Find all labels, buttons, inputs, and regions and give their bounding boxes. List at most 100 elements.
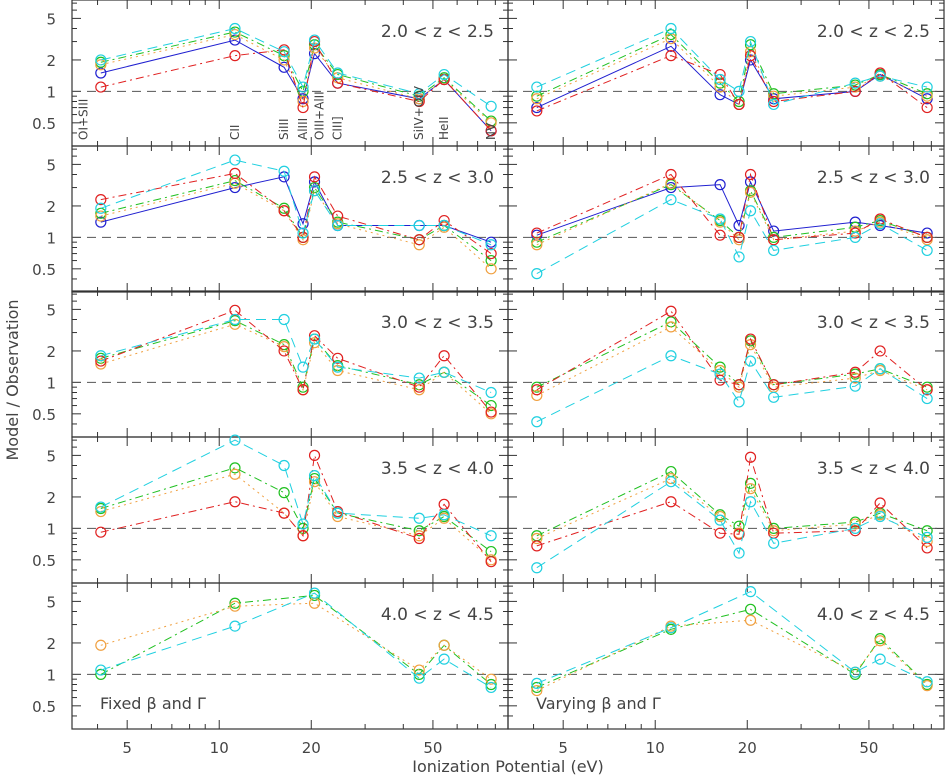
data-point-cyan — [874, 218, 886, 230]
x-tick-label: 10 — [646, 739, 665, 757]
data-point-green — [485, 254, 497, 267]
data-point-orange — [308, 337, 321, 349]
data-point-cyan — [849, 522, 861, 534]
data-point-cyan — [297, 81, 309, 93]
data-point-green — [229, 597, 241, 609]
series-line-cyan — [536, 591, 928, 684]
data-point-cyan — [733, 547, 745, 559]
redshift-label: 4.0 < z < 4.5 — [381, 605, 494, 625]
series-line-red — [100, 453, 492, 563]
data-point-blue — [95, 67, 107, 79]
data-point-orange — [413, 384, 425, 396]
data-point-cyan — [95, 54, 107, 66]
line-annotation: OIII+AlII — [313, 91, 327, 140]
data-point-red — [665, 168, 677, 181]
panel-r4-c0: 0.5 1 2 5 5 10 20 50 4.0 < z < 4.5 Fixed β and Γ — [32, 582, 509, 757]
data-point-green — [921, 381, 933, 393]
series-line-green — [536, 608, 928, 688]
data-point-cyan — [744, 205, 757, 217]
series-line-cyan — [536, 355, 928, 423]
y-tick-label: 0.5 — [32, 406, 56, 424]
data-point-cyan — [229, 313, 241, 326]
data-point-red — [308, 449, 321, 461]
y-tick-label: 1 — [46, 83, 56, 101]
data-point-green — [744, 39, 757, 51]
data-point-green — [229, 462, 241, 474]
data-point-cyan — [308, 333, 321, 345]
data-point-green — [297, 381, 309, 393]
panel-r3-c0: 0.5 1 2 5 3.5 < z < 4.0 — [32, 434, 509, 584]
data-point-orange — [332, 510, 344, 523]
data-point-cyan — [665, 194, 677, 206]
y-tick-label: 0.5 — [32, 115, 56, 133]
series-line-cyan — [100, 439, 492, 537]
data-point-red — [531, 540, 543, 552]
data-point-orange — [332, 364, 344, 377]
data-point-red — [297, 384, 309, 396]
series-line-orange — [100, 473, 492, 561]
data-point-red — [921, 384, 933, 396]
y-tick-label: 0.5 — [32, 552, 56, 570]
data-point-cyan — [733, 251, 745, 263]
data-point-blue — [921, 93, 933, 105]
x-tick-label: 10 — [210, 739, 229, 757]
data-point-green — [714, 77, 726, 89]
data-point-cyan — [921, 531, 933, 543]
data-point-cyan — [485, 239, 497, 251]
data-point-cyan — [874, 653, 886, 665]
data-point-orange — [874, 635, 886, 647]
data-point-red — [733, 231, 745, 243]
data-point-cyan — [665, 350, 677, 362]
data-point-red — [531, 227, 543, 239]
data-point-orange — [531, 389, 543, 402]
line-annotation: OI+SIII — [77, 99, 91, 140]
data-point-green — [744, 477, 757, 489]
series-line-cyan — [100, 27, 492, 107]
data-point-cyan — [485, 530, 497, 542]
data-point-cyan — [413, 219, 425, 232]
series-line-green — [100, 467, 492, 553]
data-point-red — [229, 496, 241, 508]
data-point-red — [278, 345, 290, 357]
data-point-red — [485, 125, 497, 137]
data-point-orange — [849, 372, 861, 384]
data-point-orange — [438, 639, 450, 651]
data-point-red — [744, 168, 757, 181]
panel-r0-c0: 0.5 1 2 5 2.0 < z < 2.5 OI+SIII CII SiIII AlIII O… — [32, 0, 509, 147]
panel-r4-c1: 5 10 20 50 4.0 < z < 4.5 Varying β and Γ — [507, 582, 945, 757]
y-tick-label: 1 — [46, 666, 56, 684]
data-point-orange — [744, 186, 757, 198]
series-line-cyan — [536, 199, 928, 275]
x-tick-label: 20 — [302, 739, 321, 757]
series-line-orange — [536, 326, 928, 396]
data-point-cyan — [308, 34, 321, 46]
series-line-cyan — [536, 27, 928, 105]
data-point-cyan — [438, 653, 450, 665]
x-axis-label: Ionization Potential (eV) — [412, 757, 603, 776]
data-point-orange — [849, 81, 861, 93]
data-point-red — [229, 167, 241, 179]
data-point-cyan — [332, 361, 344, 373]
data-point-cyan — [413, 372, 425, 384]
data-point-red — [768, 234, 780, 246]
data-point-blue — [297, 218, 309, 230]
data-point-red — [921, 101, 933, 114]
data-point-cyan — [849, 77, 861, 89]
data-point-orange — [921, 535, 933, 548]
data-point-cyan — [531, 562, 543, 574]
data-point-cyan — [768, 391, 780, 403]
data-point-cyan — [714, 213, 726, 225]
data-point-cyan — [744, 35, 757, 48]
data-point-red — [744, 333, 757, 345]
panel-r1-c1: 2.5 < z < 3.0 — [507, 145, 945, 293]
data-point-orange — [531, 93, 543, 105]
x-tick-label: 20 — [738, 739, 757, 757]
redshift-label: 3.5 < z < 4.0 — [381, 459, 494, 479]
data-point-red — [744, 451, 757, 463]
data-point-red — [768, 379, 780, 391]
data-point-cyan — [95, 350, 107, 362]
data-point-red — [714, 527, 726, 539]
data-point-red — [849, 227, 861, 239]
panel-frame — [507, 582, 945, 730]
series-line-green — [536, 321, 928, 388]
